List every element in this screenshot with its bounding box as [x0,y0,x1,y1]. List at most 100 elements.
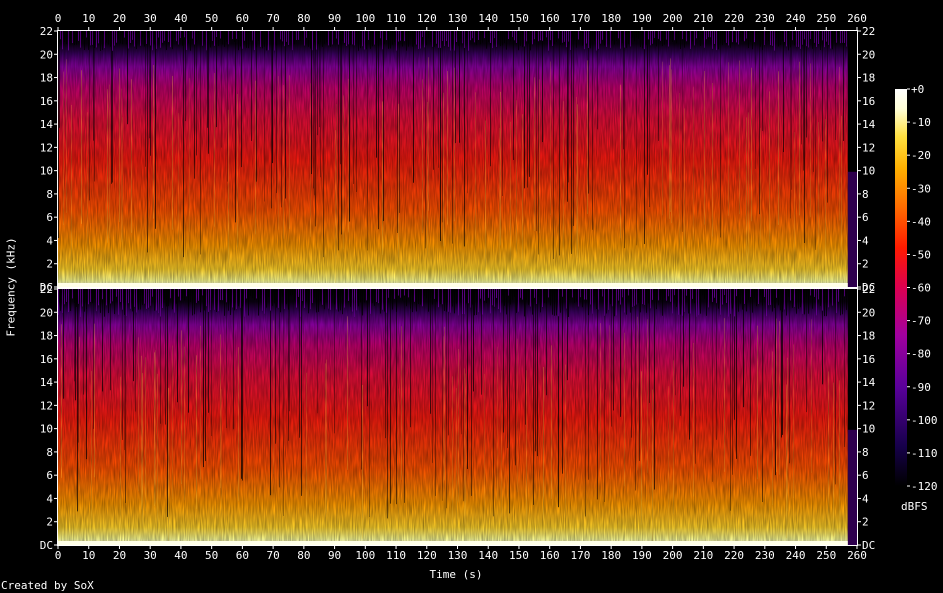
y-tick-label: 8 [862,446,869,459]
channel-1-spectrogram [58,31,857,287]
x-tick-label: 90 [328,12,341,25]
y-tick-label: 8 [46,446,53,459]
y-tick-label: 8 [46,188,53,201]
colorbar-unit-label: dBFS [901,500,928,513]
x-tick-label: 50 [205,549,218,562]
colorbar-tick-label: -30 [911,182,931,195]
colorbar-tick-label: -50 [911,248,931,261]
x-tick-label: 90 [328,549,341,562]
colorbar-tick-label: -60 [911,282,931,295]
y-tick-label: DC [40,281,53,294]
x-tick-label: 210 [693,549,713,562]
colorbar: +0 -10 -20 -30 -40 -50 -60 -70 -80 -90 -100 -110 -12… [895,83,938,493]
y-tick-label: 10 [40,165,53,178]
x-tick-label: 180 [601,549,621,562]
x-tick-label: 170 [570,549,590,562]
x-tick-label: 40 [174,12,187,25]
y-tick-label: 14 [40,118,54,131]
x-tick-label: 80 [297,12,310,25]
spectrum-tail [847,429,857,545]
x-tick-label: 30 [144,12,157,25]
y-tick-label: 6 [862,469,869,482]
x-tick-label: 0 [55,549,62,562]
colorbar-tick-label: -40 [911,215,931,228]
y-tick-label: 2 [862,258,869,271]
y-tick-label: 20 [40,48,53,61]
x-tick-label: 160 [540,549,560,562]
x-axis-label: Time (s) [429,568,483,581]
x-axis-ticks: 0 0 10 10 20 20 30 30 40 40 50 50 60 60 70 70 80 80 90 90 10… [55,12,867,562]
y-tick-label: 12 [40,141,53,154]
spectrum-grain [58,31,848,287]
y-tick-label: 16 [862,95,875,108]
x-tick-label: 130 [448,549,468,562]
x-tick-label: 70 [266,12,279,25]
x-tick-label: 30 [144,549,157,562]
y-tick-label: 10 [40,423,53,436]
x-tick-label: 0 [55,12,62,25]
x-tick-label: 260 [847,12,867,25]
y-tick-label: 10 [862,423,875,436]
y-tick-label: 22 [40,283,53,296]
colorbar-gradient-bar [895,89,907,486]
spectrum-grain [58,289,848,545]
x-tick-label: 40 [174,549,187,562]
y-tick-label: DC [40,539,53,552]
colorbar-tick-label: -80 [911,348,931,361]
spectrum-tail [847,171,857,287]
dc-line [58,541,848,545]
colorbar-tick-label: -120 [911,480,938,493]
y-tick-label: 14 [862,376,876,389]
y-tick-label: 20 [862,306,875,319]
x-tick-label: 250 [816,549,836,562]
credit-text: Created by SoX [1,579,94,592]
x-tick-label: 160 [540,12,560,25]
y-tick-label: 12 [40,399,53,412]
x-tick-label: 50 [205,12,218,25]
colorbar-tick-label: -100 [911,414,938,427]
y-tick-label: 12 [862,399,875,412]
x-tick-label: 20 [113,549,126,562]
y-tick-label: 18 [40,72,53,85]
dc-line [58,283,848,287]
y-tick-label: 6 [46,211,53,224]
x-tick-label: 190 [632,12,652,25]
y-tick-label: 2 [46,258,53,271]
y-tick-label: 14 [862,118,876,131]
y-tick-label: 22 [862,25,875,38]
x-tick-label: 240 [786,549,806,562]
y-tick-label: 16 [862,353,875,366]
y-tick-label: 18 [40,330,53,343]
y-tick-label: 14 [40,376,54,389]
x-tick-label: 70 [266,549,279,562]
x-tick-label: 210 [693,12,713,25]
colorbar-tick-label: +0 [911,83,924,96]
y-tick-label: 4 [46,234,53,247]
x-tick-label: 200 [663,12,683,25]
y-tick-label: 10 [862,165,875,178]
x-tick-label: 120 [417,549,437,562]
x-tick-label: 20 [113,12,126,25]
x-tick-label: 110 [386,549,406,562]
x-tick-label: 100 [355,12,375,25]
y-tick-label: 16 [40,353,53,366]
y-axis-label: Frequency (kHz) [4,237,18,337]
colorbar-tick-label: -70 [911,315,931,328]
x-tick-label: 150 [509,12,529,25]
colorbar-tick-label: -90 [911,381,931,394]
x-tick-label: 220 [724,549,744,562]
y-tick-label: 2 [46,516,53,529]
y-tick-label: 2 [862,516,869,529]
x-tick-label: 220 [724,12,744,25]
x-tick-label: 190 [632,549,652,562]
x-tick-label: 250 [816,12,836,25]
x-tick-label: 230 [755,12,775,25]
x-tick-label: 10 [82,12,95,25]
x-tick-label: 180 [601,12,621,25]
colorbar-tick-label: -20 [911,149,931,162]
x-tick-label: 140 [478,549,498,562]
x-tick-label: 130 [448,12,468,25]
x-tick-label: 230 [755,549,775,562]
